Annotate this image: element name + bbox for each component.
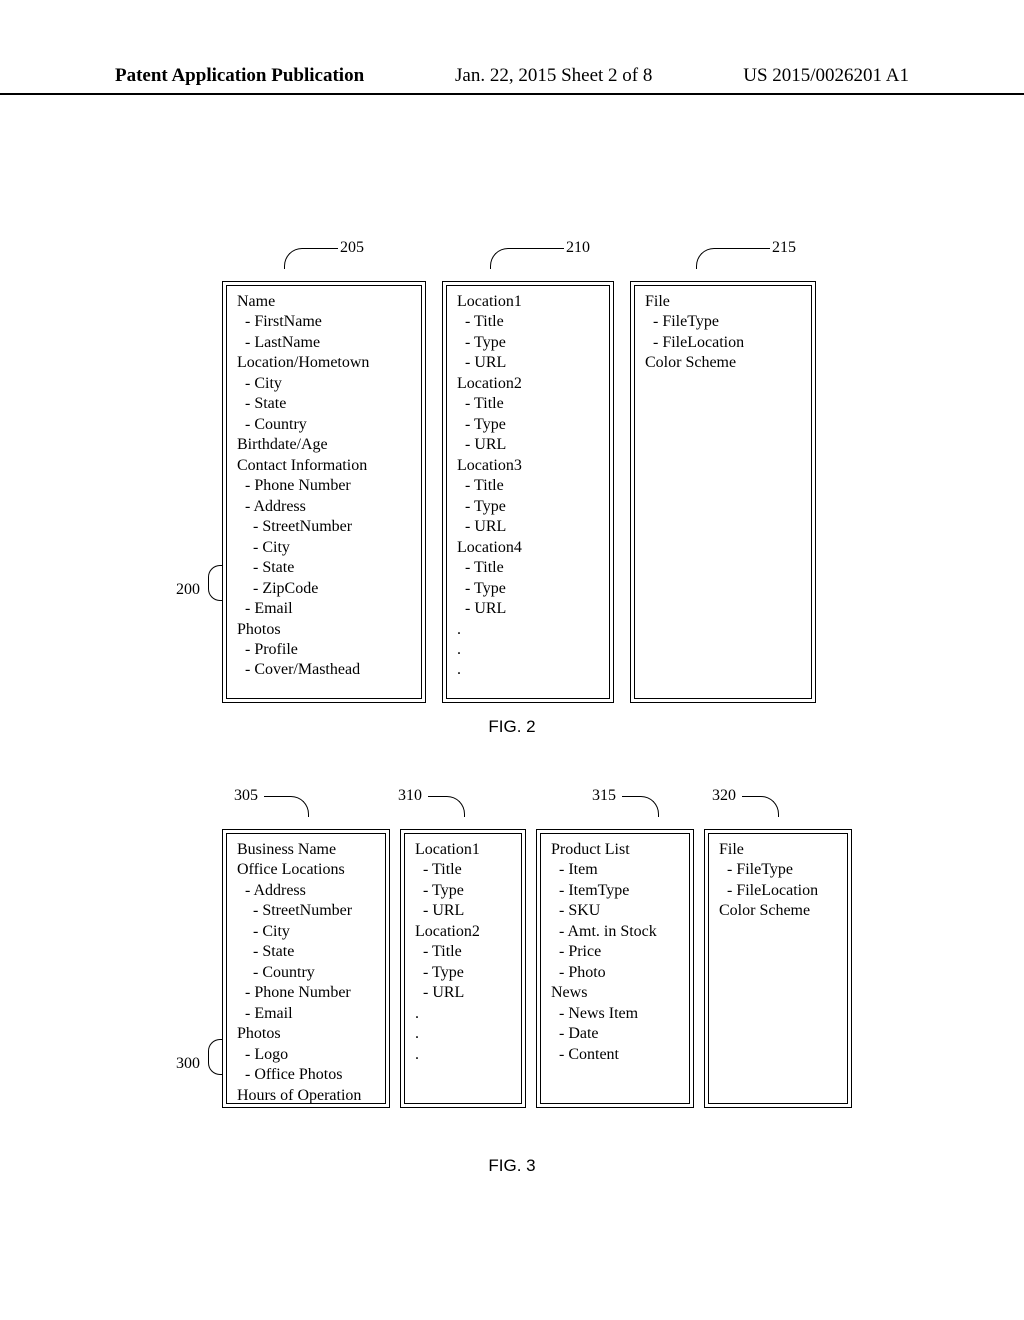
figure-2: 205 210 215 Name - FirstName - LastName … (192, 245, 832, 737)
page-header: Patent Application Publication Jan. 22, … (0, 0, 1024, 95)
leader (742, 796, 760, 797)
fig3-side-label-300: 300 (176, 1055, 200, 1073)
fig3-box-310-content: Location1 - Title - Type - URL Location2… (404, 833, 522, 1104)
fig2-box-215: File - FileType - FileLocation Color Sch… (630, 281, 816, 703)
header-left: Patent Application Publication (115, 65, 364, 87)
fig2-label-210: 210 (566, 239, 590, 257)
fig2-side-paren (208, 565, 223, 601)
fig3-box-305: Business Name Office Locations - Address… (222, 829, 390, 1108)
fig2-label-205: 205 (340, 239, 364, 257)
fig2-labels: 205 210 215 (192, 245, 832, 281)
fig2-label-215: 215 (772, 239, 796, 257)
fig3-labels: 305 310 315 320 (192, 793, 832, 829)
fig3-box-320-content: File - FileType - FileLocation Color Sch… (708, 833, 848, 1104)
fig3-side-paren (208, 1039, 223, 1075)
leader-curve (640, 796, 659, 817)
fig2-box-205-content: Name - FirstName - LastName Location/Hom… (226, 285, 422, 699)
fig2-box-215-content: File - FileType - FileLocation Color Sch… (634, 285, 812, 699)
header-right: US 2015/0026201 A1 (743, 65, 909, 87)
fig3-caption: FIG. 3 (192, 1156, 832, 1176)
figure-3: 305 310 315 320 Business Name Office Loc… (192, 793, 832, 1176)
leader-curve (760, 796, 779, 817)
leader (428, 796, 446, 797)
leader (264, 796, 290, 797)
fig2-box-205: Name - FirstName - LastName Location/Hom… (222, 281, 426, 703)
fig2-box-210-content: Location1 - Title - Type - URL Location2… (446, 285, 610, 699)
leader-curve (446, 796, 465, 817)
fig3-box-310: Location1 - Title - Type - URL Location2… (400, 829, 526, 1108)
fig3-label-315: 315 (592, 787, 616, 805)
header-center: Jan. 22, 2015 Sheet 2 of 8 (455, 65, 652, 87)
fig2-boxes: Name - FirstName - LastName Location/Hom… (222, 281, 832, 703)
leader-curve (290, 796, 309, 817)
leader-curve (490, 248, 509, 269)
fig3-boxes: Business Name Office Locations - Address… (222, 829, 832, 1108)
fig2-caption: FIG. 2 (192, 717, 832, 737)
fig2-side-label-200: 200 (176, 581, 200, 599)
fig3-label-320: 320 (712, 787, 736, 805)
leader-curve (696, 248, 715, 269)
fig3-label-305: 305 (234, 787, 258, 805)
fig3-box-305-content: Business Name Office Locations - Address… (226, 833, 386, 1104)
leader-curve (284, 248, 303, 269)
fig3-label-310: 310 (398, 787, 422, 805)
fig2-box-210: Location1 - Title - Type - URL Location2… (442, 281, 614, 703)
fig3-box-315: Product List - Item - ItemType - SKU - A… (536, 829, 694, 1108)
leader (302, 248, 338, 249)
leader (714, 248, 770, 249)
leader (622, 796, 640, 797)
fig3-box-315-content: Product List - Item - ItemType - SKU - A… (540, 833, 690, 1104)
fig3-box-320: File - FileType - FileLocation Color Sch… (704, 829, 852, 1108)
leader (508, 248, 564, 249)
